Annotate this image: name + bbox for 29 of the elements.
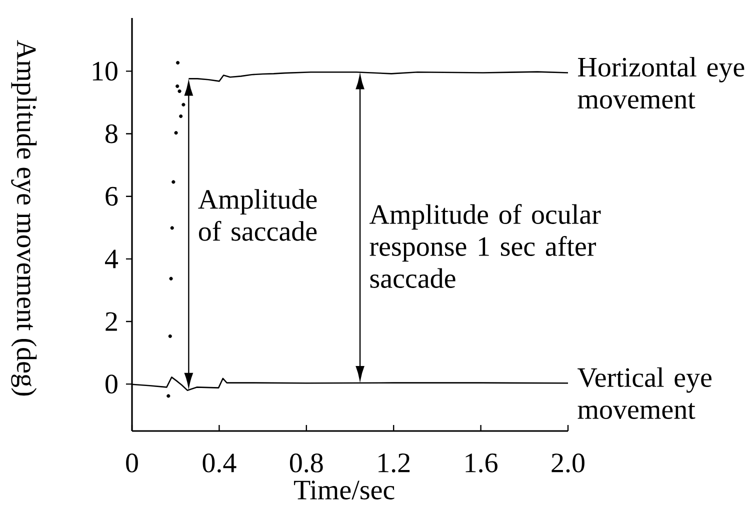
point — [168, 334, 172, 338]
point — [166, 394, 170, 398]
annotation: Amplitude of ocular response 1 sec after saccade — [369, 204, 601, 288]
point — [176, 60, 180, 65]
point — [174, 131, 178, 135]
point — [169, 276, 173, 280]
x-tick-label: 0 — [126, 454, 138, 472]
y-tick-label: 4 — [105, 250, 118, 268]
series-label: Vertical eye movement — [578, 367, 712, 420]
y-tick-label: 10 — [92, 62, 118, 81]
series-label: Horizontal eye movement — [578, 56, 744, 109]
x-axis-title: Time/sec — [294, 480, 394, 500]
point — [176, 84, 180, 88]
annotation: Amplitude of saccade — [198, 189, 317, 241]
x-tick-label: 0.4 — [202, 454, 236, 473]
y-tick-label: 0 — [106, 374, 118, 394]
y-axis-title: Amplitude eye movement (deg) — [11, 40, 37, 396]
y-tick-label: 2 — [106, 312, 117, 331]
point — [178, 89, 182, 94]
point — [179, 114, 183, 118]
point — [170, 226, 174, 230]
x-tick-label: 0.8 — [290, 454, 323, 473]
y-tick-label: 8 — [106, 124, 118, 144]
point — [172, 180, 176, 184]
point — [182, 102, 186, 106]
x-tick-label: 2.0 — [552, 454, 584, 473]
x-tick-label: 1.2 — [378, 454, 410, 472]
x-tick-label: 1.6 — [466, 454, 498, 472]
y-tick-label: 6 — [106, 186, 118, 206]
